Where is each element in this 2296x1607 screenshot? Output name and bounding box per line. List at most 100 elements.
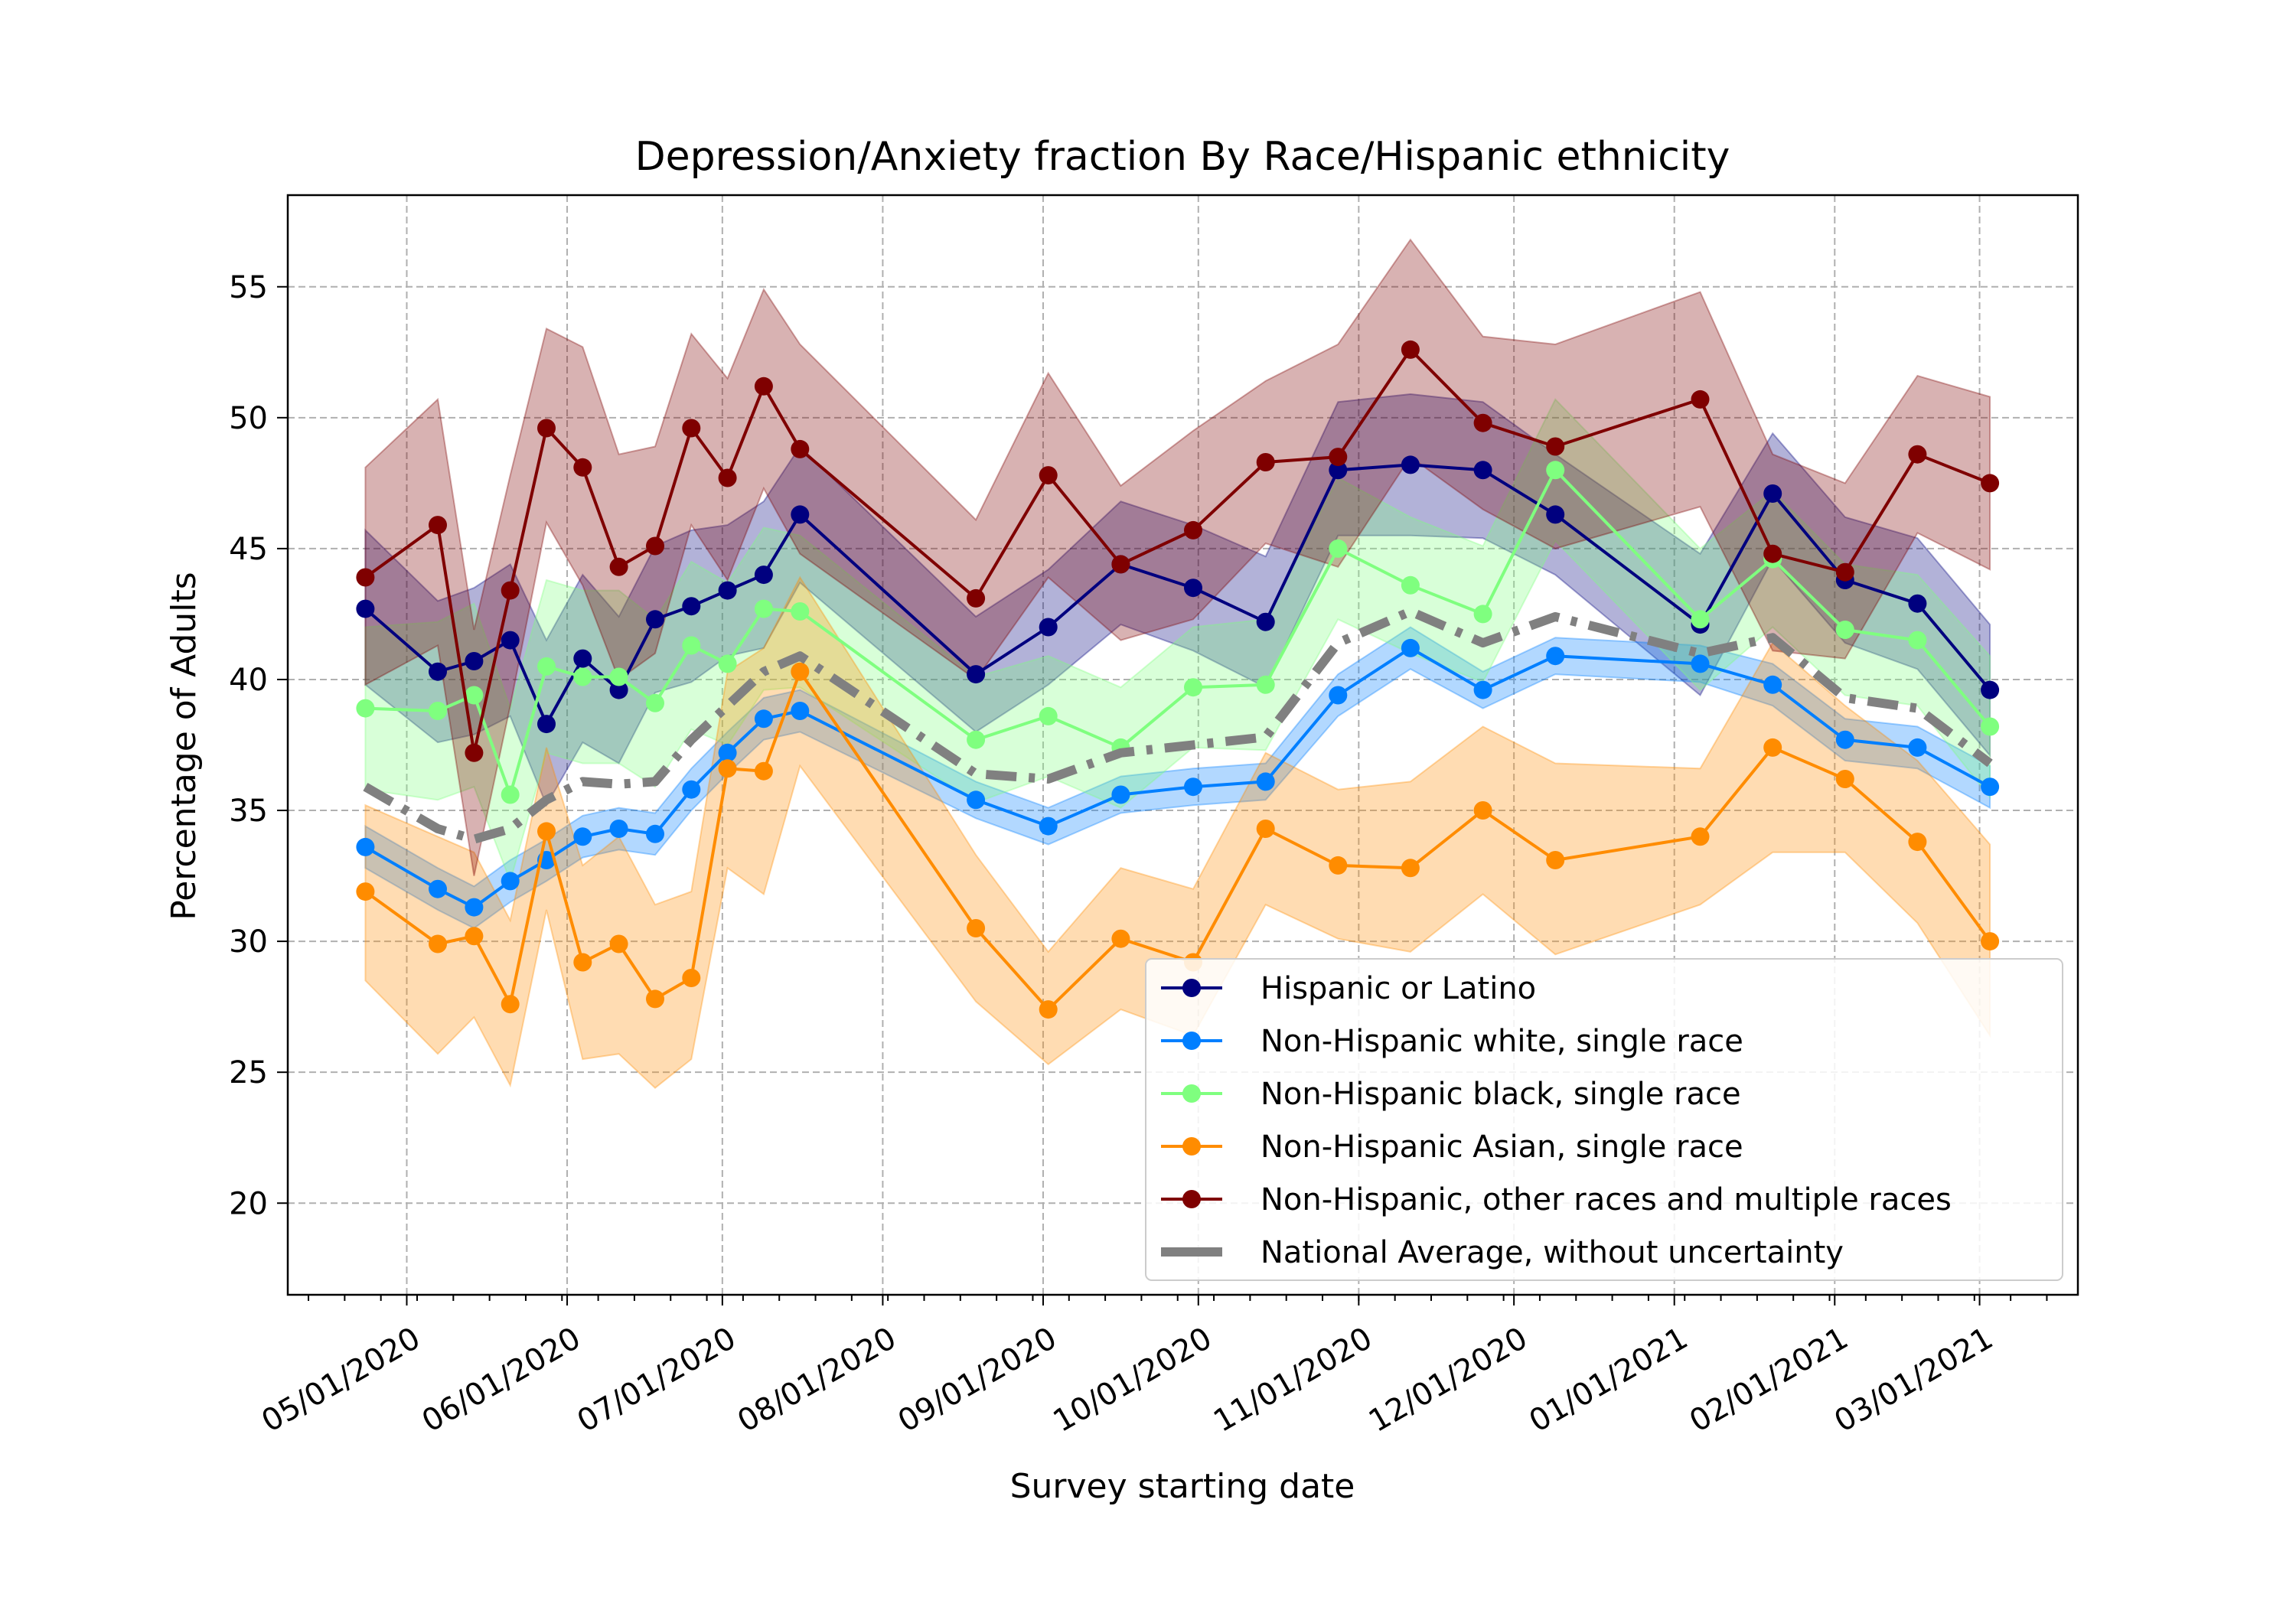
y-tick-label: 20 [229, 1186, 268, 1221]
grid-lines [288, 195, 2078, 1295]
data-point [1256, 453, 1275, 471]
data-point [465, 898, 484, 917]
data-point [1401, 638, 1420, 657]
data-point [1401, 859, 1420, 878]
data-point [791, 505, 810, 524]
confidence-band [364, 393, 1991, 807]
data-point [429, 662, 447, 681]
data-point [1401, 340, 1420, 359]
legend-label: Non-Hispanic white, single race [1261, 1024, 1743, 1059]
data-point [718, 743, 737, 762]
data-point [465, 927, 484, 946]
data-point [682, 597, 701, 616]
data-point [1546, 461, 1565, 480]
data-point [356, 599, 375, 618]
data-point [1111, 555, 1130, 574]
data-point [537, 419, 556, 438]
data-point [646, 536, 664, 556]
data-point [573, 649, 592, 668]
data-point [1184, 777, 1202, 797]
data-point [1473, 461, 1492, 480]
data-point [1039, 817, 1058, 836]
data-point [791, 702, 810, 720]
data-point [1473, 680, 1492, 699]
data-point [1039, 1000, 1058, 1019]
data-point [791, 662, 810, 681]
data-point [1401, 455, 1420, 474]
data-point [1473, 413, 1492, 432]
data-point [609, 667, 628, 686]
y-tick-label: 50 [229, 401, 268, 436]
data-point [1981, 680, 2000, 699]
data-point [967, 790, 986, 810]
data-point [1401, 575, 1420, 595]
legend-label: Hispanic or Latino [1261, 971, 1536, 1006]
data-point [609, 680, 628, 699]
plot-frame [286, 194, 2079, 1296]
data-point [356, 837, 375, 856]
data-point [967, 919, 986, 937]
data-point [682, 419, 701, 438]
data-point [1908, 445, 1927, 464]
data-point [573, 953, 592, 972]
data-point [646, 610, 664, 629]
data-point [429, 702, 447, 720]
data-point [501, 785, 520, 804]
data-point [1329, 448, 1348, 467]
data-point [1691, 654, 1710, 673]
data-point [1256, 772, 1275, 791]
data-point [791, 439, 810, 458]
data-point [1835, 730, 1854, 749]
legend-marker [1182, 1084, 1201, 1103]
data-point [718, 581, 737, 600]
data-point [465, 743, 484, 762]
data-point [501, 581, 520, 600]
data-point [1329, 461, 1348, 480]
legend-label: Non-Hispanic, other races and multiple r… [1261, 1182, 1952, 1217]
data-point [1184, 579, 1202, 598]
data-point [1039, 706, 1058, 725]
data-point [1908, 631, 1927, 650]
data-point [1546, 505, 1565, 524]
data-point [537, 657, 556, 676]
confidence-band [364, 398, 1991, 884]
data-point [573, 667, 592, 686]
y-tick-label: 30 [229, 924, 268, 960]
data-point [1256, 675, 1275, 694]
data-point [1473, 801, 1492, 820]
data-point [646, 824, 664, 843]
data-point [754, 376, 773, 396]
legend-label: National Average, without uncertainty [1261, 1235, 1844, 1270]
data-point [791, 602, 810, 621]
data-point [718, 759, 737, 778]
data-point [1184, 520, 1202, 539]
data-point [356, 699, 375, 718]
data-point [1981, 932, 2000, 951]
data-point [1908, 594, 1927, 613]
data-point [573, 827, 592, 846]
data-point [754, 709, 773, 729]
data-point [429, 516, 447, 535]
data-point [609, 934, 628, 953]
plot-area: 05/01/202006/01/202007/01/202008/01/2020… [229, 194, 2079, 1439]
legend-marker [1182, 1190, 1201, 1208]
data-point [1908, 738, 1927, 757]
data-point [1691, 827, 1710, 846]
data-point [1111, 785, 1130, 804]
legend-box [1145, 958, 2063, 1281]
data-point [537, 822, 556, 841]
legend-label: Non-Hispanic Asian, single race [1261, 1129, 1743, 1165]
legend-label: Non-Hispanic black, single race [1261, 1077, 1741, 1112]
data-point [1039, 466, 1058, 485]
legend-marker [1182, 1032, 1201, 1050]
data-point [573, 458, 592, 477]
data-point [967, 665, 986, 684]
data-point [1546, 647, 1565, 666]
y-tick-label: 45 [229, 532, 268, 567]
data-point [646, 989, 664, 1009]
data-point [718, 654, 737, 673]
data-point [537, 715, 556, 734]
data-point [1546, 437, 1565, 456]
data-point [1329, 856, 1348, 875]
